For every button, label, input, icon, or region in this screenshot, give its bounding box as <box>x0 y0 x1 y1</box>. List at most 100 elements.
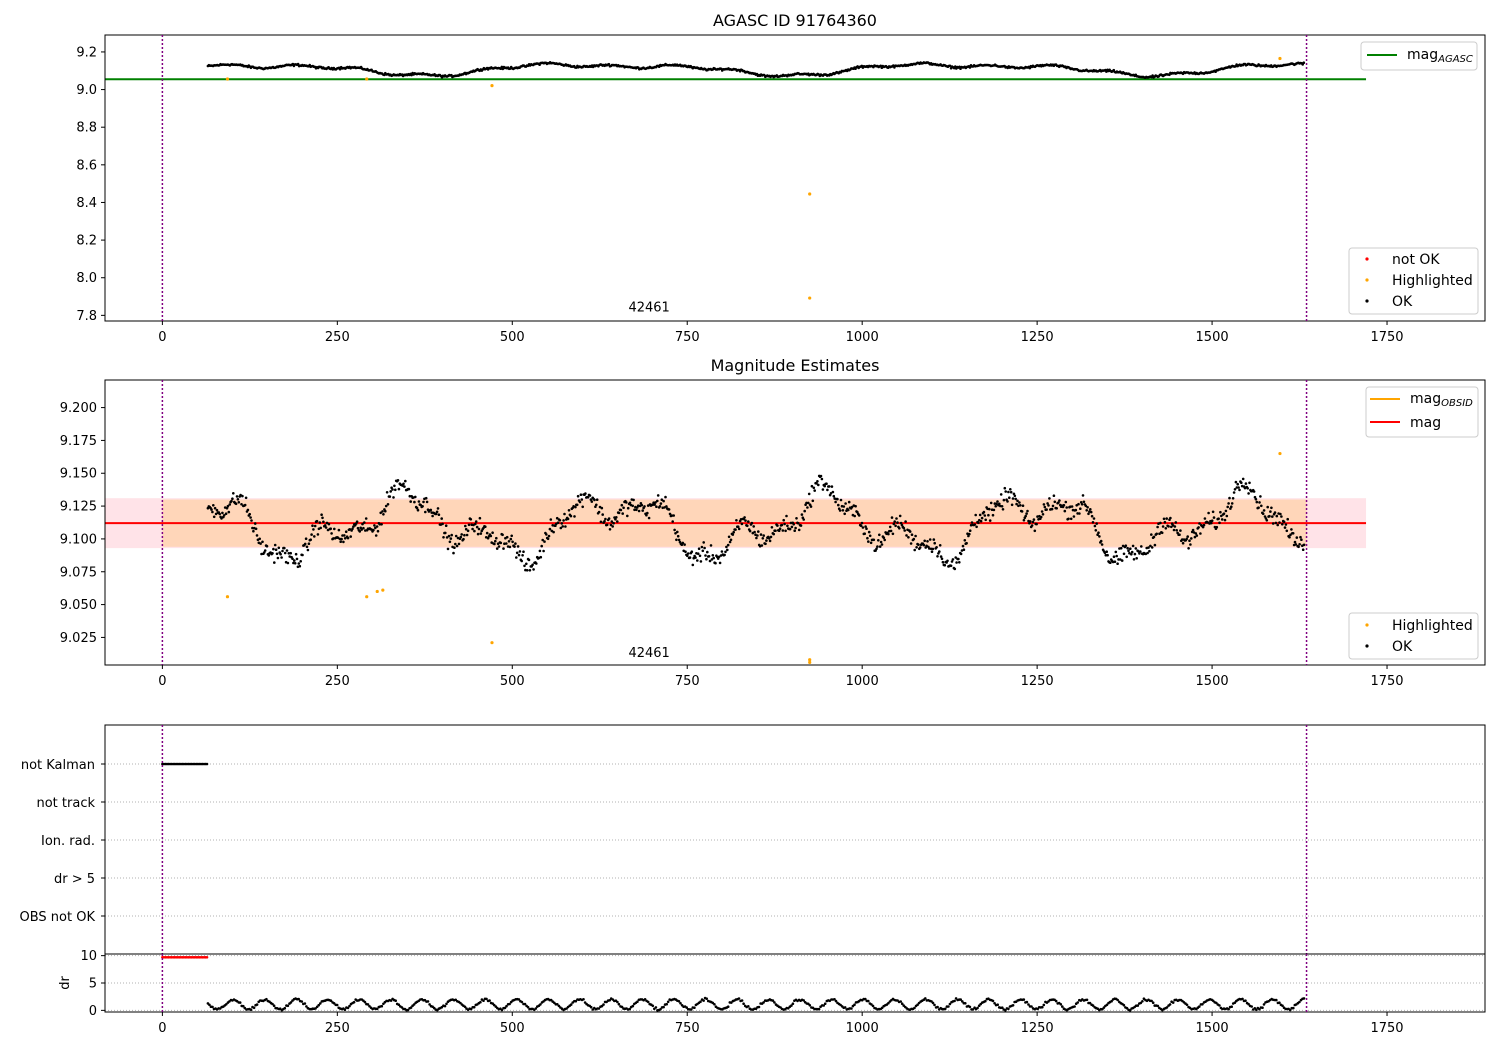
ok-point <box>760 544 764 547</box>
ok-point <box>1230 502 1234 505</box>
ok-point <box>1226 505 1229 509</box>
legend-mag-agasc-label: mag <box>1407 47 1438 63</box>
dr-point <box>428 1003 431 1006</box>
ok-point <box>813 489 816 492</box>
ok-point <box>998 502 1001 506</box>
dr-point <box>1241 997 1244 1001</box>
ok-point <box>436 507 440 510</box>
dr-point <box>508 1002 511 1006</box>
y-tick-label: 8.2 <box>76 234 97 249</box>
ok-point <box>244 496 248 500</box>
ok-point <box>811 499 815 503</box>
dr-point <box>249 1008 253 1011</box>
ok-point <box>493 542 496 546</box>
dr-point <box>1288 1008 1292 1012</box>
ok-point <box>844 502 847 505</box>
ok-point <box>659 502 663 505</box>
ok-point <box>867 540 870 543</box>
ok-point <box>1167 525 1170 528</box>
dr-point <box>651 1004 655 1008</box>
ok-point <box>1078 512 1081 515</box>
ok-point <box>1190 537 1193 540</box>
ok-point <box>797 528 801 532</box>
y-tick-label: 8.6 <box>76 158 97 173</box>
ok-point <box>362 526 365 530</box>
ok-point <box>220 517 223 520</box>
ok-point <box>363 521 366 524</box>
ok-point <box>376 529 380 533</box>
ok-point <box>422 500 425 504</box>
ok-point <box>281 549 284 553</box>
ok-point <box>815 482 818 485</box>
dr-point <box>211 1005 214 1009</box>
ok-point <box>584 492 587 495</box>
ok-point <box>261 540 264 544</box>
ok-point <box>1042 503 1046 506</box>
ok-point <box>850 505 854 509</box>
dr-point <box>589 1005 593 1009</box>
ok-point <box>1174 521 1178 524</box>
ok-point <box>718 561 722 565</box>
ok-point <box>579 493 583 497</box>
legend-mag-agasc-sub: AGASC <box>1437 54 1473 65</box>
ok-point <box>954 556 957 559</box>
ok-point <box>274 548 278 551</box>
dr-point <box>679 1002 682 1005</box>
highlighted-point <box>365 77 369 81</box>
dr-point <box>677 1000 681 1003</box>
ok-point <box>696 552 700 555</box>
ok-point <box>704 554 707 557</box>
x-tick-label: 500 <box>500 674 525 689</box>
highlighted-point <box>225 595 230 599</box>
ok-point <box>1201 525 1205 529</box>
ok-point <box>600 506 604 510</box>
ok-point <box>968 66 972 69</box>
ok-point <box>1030 524 1034 527</box>
dr-point <box>1030 1005 1033 1008</box>
ok-point <box>698 554 702 558</box>
dr-point <box>1088 1001 1092 1005</box>
ok-point <box>1270 506 1273 510</box>
ok-point <box>793 529 796 532</box>
ok-point <box>1006 500 1009 503</box>
ok-point <box>1024 514 1027 518</box>
dr-point <box>1073 1005 1076 1008</box>
ok-point <box>525 562 528 566</box>
ok-point <box>464 527 468 531</box>
ok-point <box>610 520 614 523</box>
ok-point <box>435 510 439 514</box>
ok-point <box>662 499 665 503</box>
ok-point <box>1109 561 1112 564</box>
ok-point <box>303 542 307 546</box>
ok-point <box>1094 529 1098 532</box>
ok-point <box>1240 481 1243 485</box>
dr-point <box>283 1006 287 1010</box>
ok-point <box>1146 551 1149 555</box>
ok-point <box>1189 543 1192 546</box>
y-tick-label: 9.0 <box>76 83 97 98</box>
x-tick-label: 1250 <box>1021 330 1054 345</box>
dr-point <box>375 1007 379 1011</box>
ok-point <box>832 494 836 498</box>
ok-point <box>392 496 395 499</box>
dr-point <box>984 999 987 1003</box>
dr-point <box>631 1004 635 1008</box>
x-tick-label: 250 <box>325 1021 350 1036</box>
legend-mag-label: mag <box>1410 415 1441 431</box>
dr-point <box>297 997 301 1001</box>
ok-point <box>697 547 701 550</box>
ok-point <box>816 480 819 483</box>
ok-point <box>635 508 638 512</box>
ok-point <box>1227 502 1230 505</box>
ok-point <box>424 496 428 500</box>
ok-point <box>893 520 896 523</box>
ok-point <box>459 535 463 539</box>
ok-point <box>546 537 550 541</box>
ok-point <box>782 518 785 522</box>
ok-point <box>1079 501 1083 504</box>
y-tick-label: 9.100 <box>60 532 97 547</box>
dr-point <box>1091 1004 1095 1007</box>
ok-point <box>907 536 910 539</box>
ok-point <box>616 520 619 523</box>
ok-point <box>875 547 878 551</box>
